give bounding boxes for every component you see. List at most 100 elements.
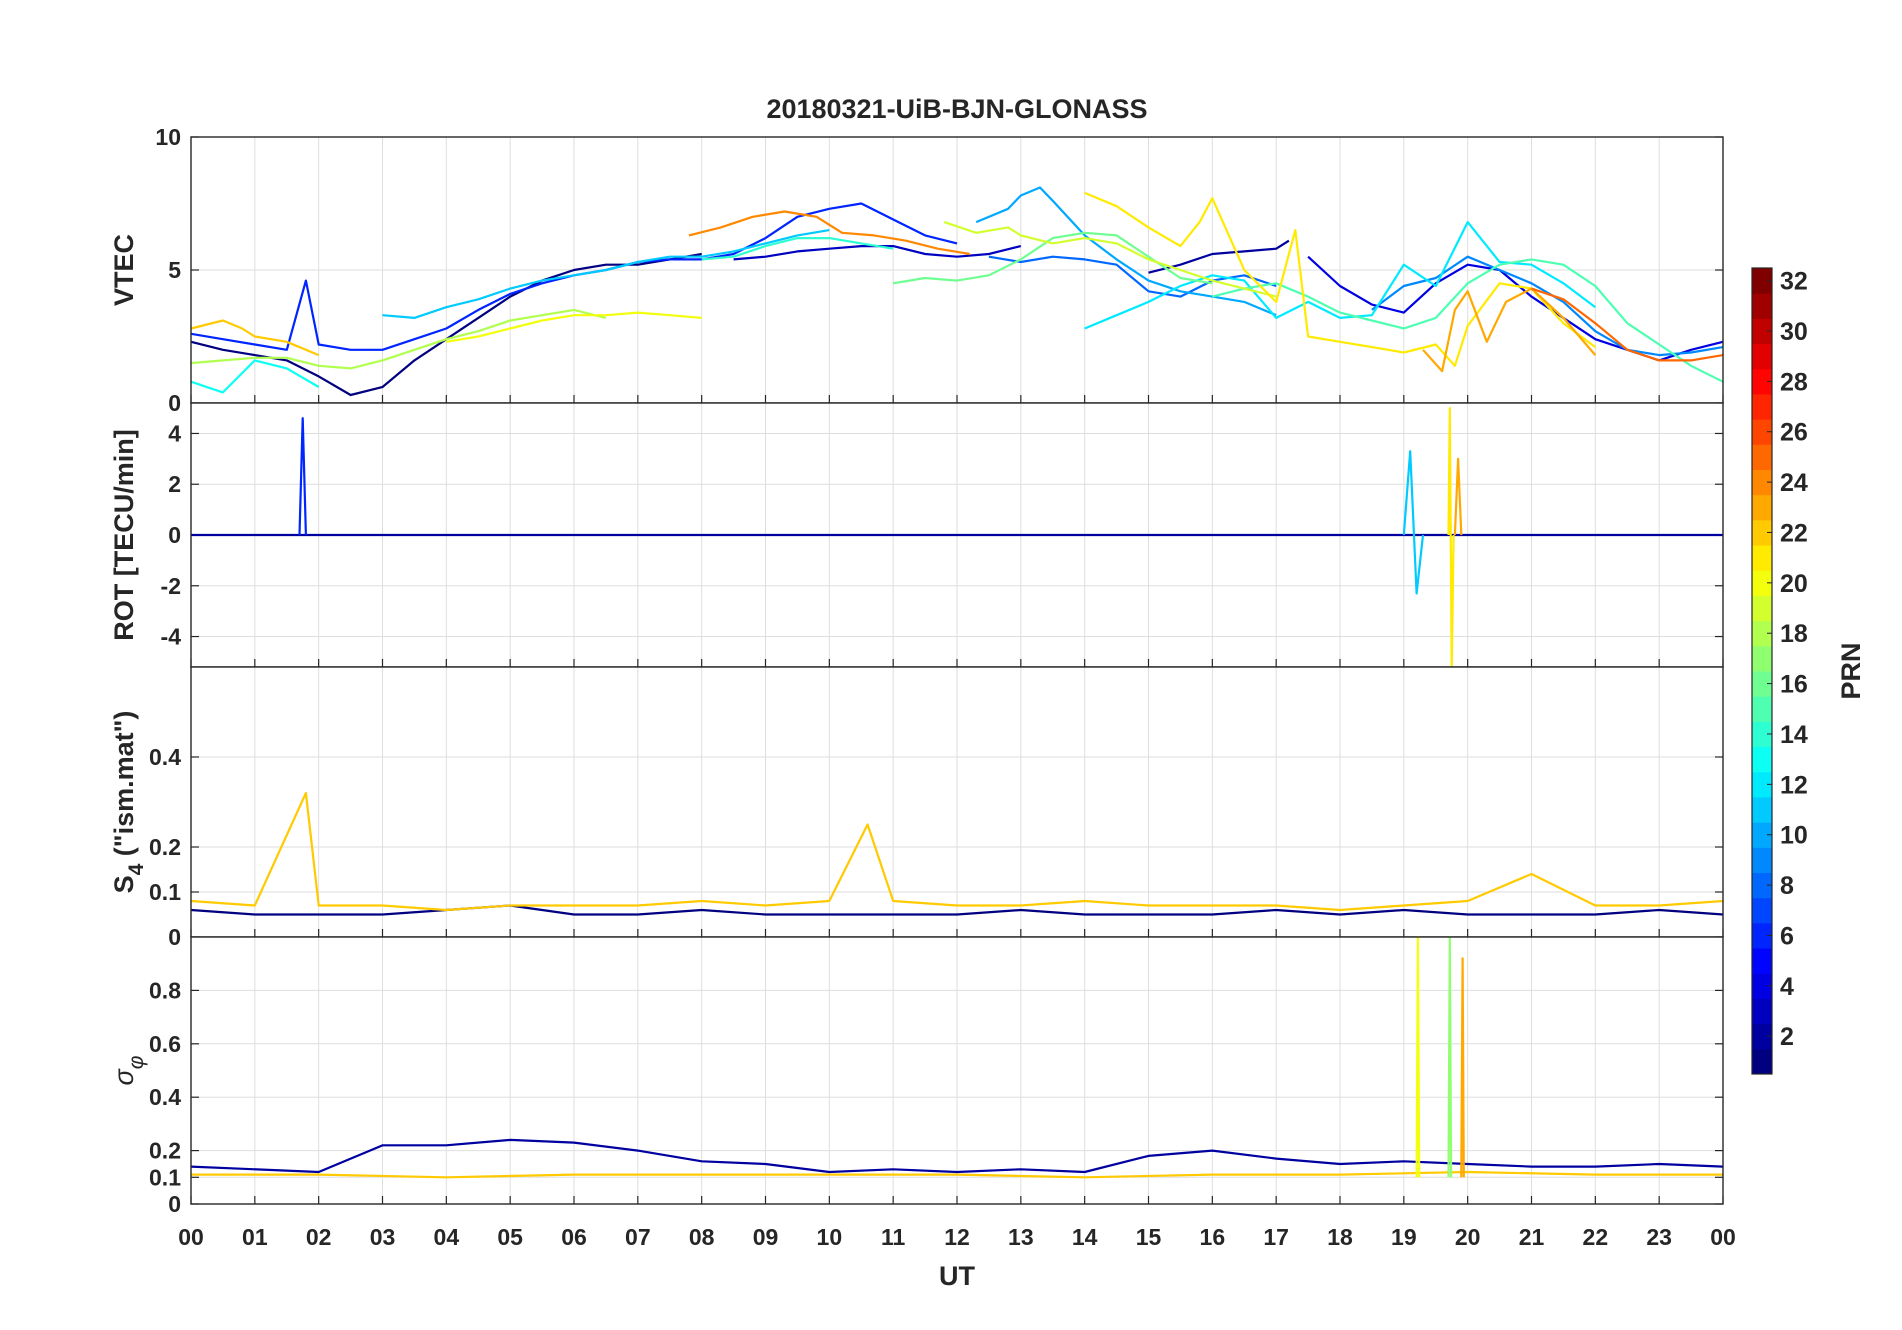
x-tick-label: 16 [1200,1224,1226,1250]
panel-4: 00.10.2 0.4 0.6 0.8 σφ [109,935,1724,1217]
series-group [191,407,1723,669]
x-tick-label: 18 [1327,1224,1353,1250]
colorbar-swatch [1752,1048,1772,1075]
series-line-prn-22 [191,1170,1723,1179]
colorbar-swatch [1752,570,1772,596]
colorbar-swatch [1752,545,1772,571]
series-group [190,186,1724,397]
colorbar-swatch [1752,998,1772,1025]
series-line-prn-10 [975,186,1277,317]
series-line-prn-22 [190,791,1724,912]
colorbar-swatch [1752,847,1772,873]
x-tick-label: 07 [625,1224,651,1250]
y-tick-label: 0.2 [149,834,181,860]
series-line-prn-19 [943,221,1277,298]
x-tick-label: 12 [944,1224,970,1250]
y-axis-label: S4 ("ism.mat") [109,711,148,894]
colorbar-tick-label: 16 [1780,671,1808,699]
series-line-prn-15 [1212,258,1724,383]
x-tick-label: 01 [242,1224,268,1250]
y-tick-label: -2 [161,573,181,599]
x-tick-label: 02 [306,1224,332,1250]
x-tick-label: 15 [1136,1224,1162,1250]
colorbar-swatch [1752,796,1772,823]
y-tick-label: 0.1 [149,1164,181,1190]
y-tick-label: 0.4 [149,1084,181,1110]
y-tick-label: 0 [168,390,181,416]
y-tick-label: 0 [168,522,181,548]
colorbar-swatch [1752,671,1772,697]
colorbar-tick-label: 10 [1780,822,1808,850]
x-tick-label: 03 [370,1224,396,1250]
y-tick-label: 0.2 [149,1138,181,1164]
y-tick-label: 2 [168,471,181,497]
x-tick-label: 17 [1263,1224,1289,1250]
x-tick-label: 14 [1072,1224,1098,1250]
chart-title: 20180321-UiB-BJN-GLONASS [766,94,1147,124]
colorbar-swatch [1752,922,1772,949]
y-tick-label: 0 [168,1191,181,1217]
y-tick-label: 0.1 [149,879,181,905]
x-tick-label: 21 [1519,1224,1545,1250]
x-tick-label: 05 [497,1224,523,1250]
series-line-prn-13 [190,359,320,394]
colorbar-frame [1751,267,1773,1075]
colorbar-swatch [1752,897,1772,924]
series-line-prn-2 [1148,239,1290,274]
colorbar-tick-label: 12 [1780,771,1808,799]
colorbar-tick-label: 4 [1780,973,1794,1001]
y-tick-label: 0.6 [149,1031,181,1057]
series-line-prn-14 [701,237,894,261]
series-line-prn-6 [298,417,307,536]
panel-2: -4 -2 0 2 4 ROT [TECU/min] [109,402,1724,669]
colorbar-swatch [1752,293,1772,319]
colorbar-label: PRN [1836,642,1866,699]
colorbar-swatch [1752,444,1772,470]
y-tick-label: 5 [168,257,181,283]
series-group [190,791,1724,916]
series-line-prn-23 [1422,287,1597,373]
y-tick-label: 4 [168,420,181,446]
colorbar-tick-label: 6 [1780,922,1794,950]
colorbar-tick-label: 14 [1780,721,1808,749]
colorbar-tick-label: 2 [1780,1023,1794,1051]
colorbar-tick-label: 18 [1780,620,1808,648]
colorbar-swatch [1752,872,1772,899]
x-tick-label: 00 [178,1224,204,1250]
series-line-prn-9 [1371,255,1724,357]
colorbar-swatch [1752,469,1772,496]
x-tick-label: 00 [1710,1224,1736,1250]
x-tick-label: 06 [561,1224,587,1250]
colorbar-swatch [1752,268,1772,294]
y-axis-label: ROT [TECU/min] [109,429,139,640]
y-tick-label: 10 [155,124,181,150]
series-line-prn-22 [190,319,320,357]
colorbar-swatch [1752,519,1772,546]
series-line-prn-2 [190,1138,1724,1174]
series-line-prn-23 [1460,957,1465,1178]
colorbar-tick-label: 8 [1780,872,1794,900]
colorbar-tick-label: 30 [1780,318,1808,346]
colorbar-swatch [1752,318,1772,345]
series-line-prn-24 [688,210,970,256]
y-axis-label: VTEC [109,234,139,306]
x-tick-label: 13 [1008,1224,1034,1250]
colorbar-tick-label: 26 [1780,419,1808,447]
colorbar-swatch [1752,645,1772,672]
colorbar-tick-label: 24 [1780,469,1808,497]
colorbar-swatch [1752,973,1772,999]
x-tick-label: 04 [434,1224,460,1250]
x-axis-label: UT [939,1261,975,1291]
colorbar-tick-label: 20 [1780,570,1808,598]
colorbar-swatch [1752,343,1772,370]
x-tick-label: 20 [1455,1224,1481,1250]
y-tick-label: 0.8 [149,977,181,1003]
colorbar-swatch [1752,620,1772,647]
y-tick-label: -4 [161,624,182,650]
colorbar-swatch [1752,393,1772,420]
colorbar-tick-label: 32 [1780,268,1808,296]
x-axis: 00 01 02 03 04 05 06 07 08 09 10 11 12 13 14 15 16 17 18 19… [178,1224,1736,1250]
colorbar-swatch [1752,595,1772,622]
series-line-prn-11 [1402,450,1425,595]
